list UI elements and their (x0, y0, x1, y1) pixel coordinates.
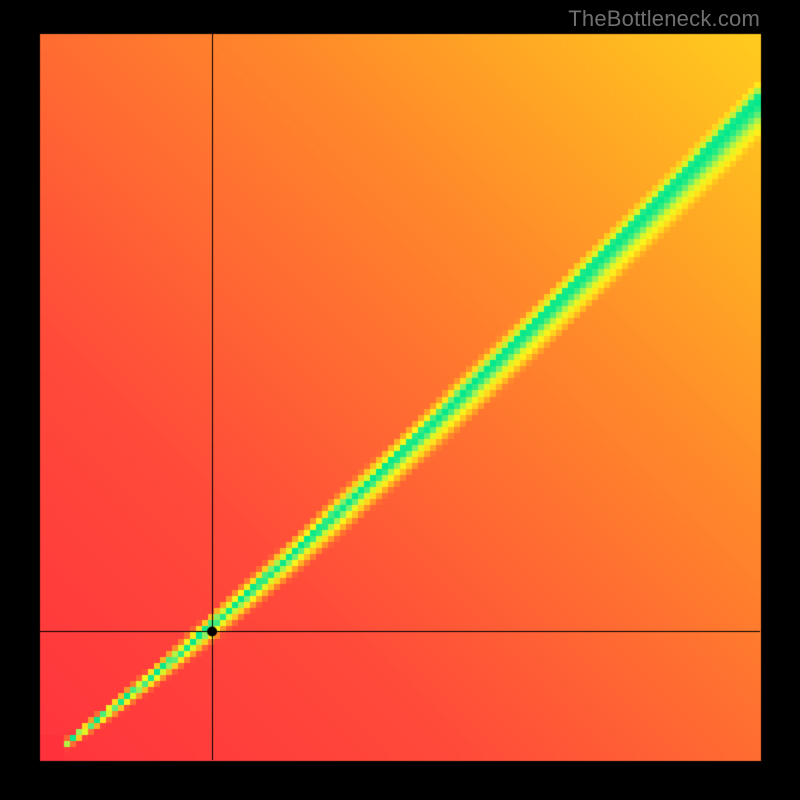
heatmap-canvas (0, 0, 800, 800)
watermark-label: TheBottleneck.com (568, 6, 760, 32)
